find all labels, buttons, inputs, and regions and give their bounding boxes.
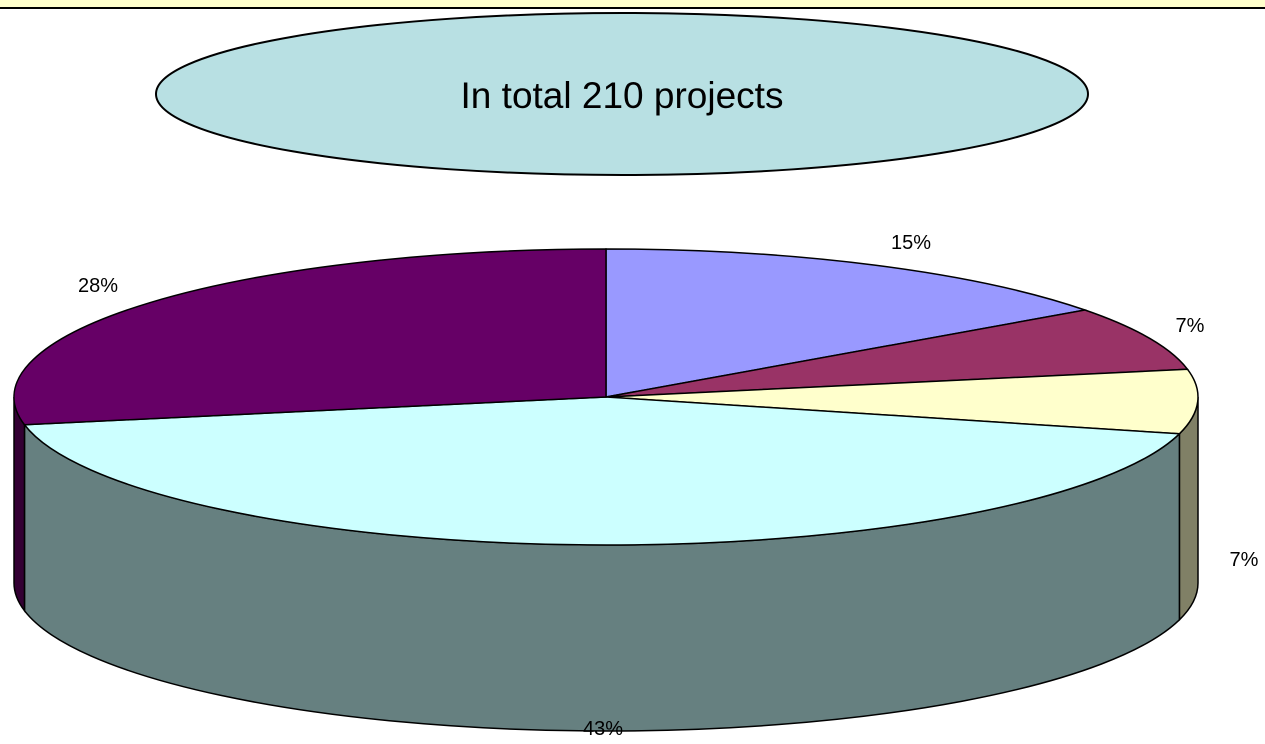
slice-top-2 [605,309,1189,398]
slice-top-3 [605,368,1199,435]
top-border-band [0,0,1265,9]
callout-text: In total 210 projects [461,75,784,116]
label-slice-3: 7% [1230,549,1259,571]
label-slice-4: 43% [583,718,623,740]
label-slice-5: 28% [78,275,118,297]
label-slice-2: 7% [1176,315,1205,337]
pie-percent-labels: 15% 7% 7% 43% 28% [78,232,1259,740]
slice-top-5 [13,248,607,426]
slice-top-1 [605,248,1088,398]
slice-side-5 [13,396,26,613]
slice-top-4 [23,396,1182,546]
label-slice-1: 15% [891,232,931,254]
total-projects-callout: In total 210 projects [155,12,1089,176]
pie-top-slices [13,248,1199,546]
